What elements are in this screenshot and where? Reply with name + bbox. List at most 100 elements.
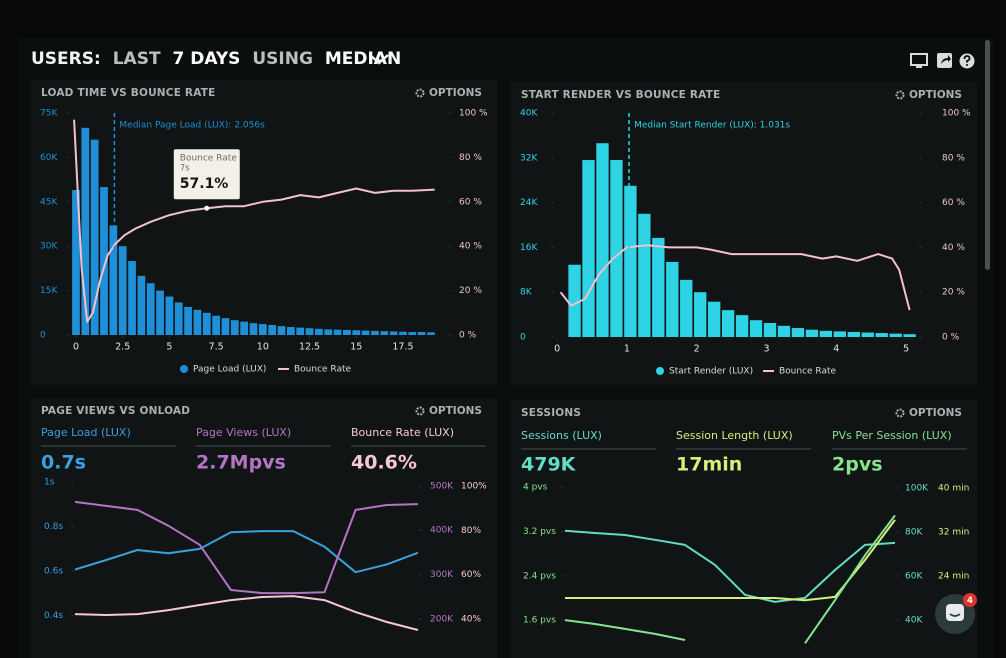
share-arrow bbox=[941, 55, 951, 64]
histogram-bar bbox=[184, 306, 192, 335]
options-label: OPTIONS bbox=[429, 87, 482, 99]
gear-icon bbox=[415, 88, 425, 98]
panel: START RENDER VS BOUNCE RATE OPTIONS 0 8K 16K… bbox=[510, 82, 977, 385]
y-tick-label: 0.8s bbox=[44, 522, 63, 532]
plot-area bbox=[559, 143, 916, 337]
chat-icon bbox=[946, 604, 964, 621]
y-tick-label: 100K bbox=[905, 483, 929, 493]
histogram-bar bbox=[638, 213, 651, 337]
legend-label: Bounce Rate bbox=[779, 367, 837, 377]
y-tick-label: 100 % bbox=[942, 109, 971, 119]
y-tick-label: 80K bbox=[905, 527, 923, 537]
scrollbar[interactable] bbox=[985, 40, 990, 270]
histogram-bar bbox=[72, 189, 80, 335]
histogram-bar bbox=[819, 330, 833, 337]
histogram-bar bbox=[749, 320, 763, 337]
monitor-screen bbox=[910, 53, 928, 66]
metric-value: 479K bbox=[521, 454, 577, 476]
histogram-bar bbox=[417, 332, 426, 335]
options-button[interactable]: OPTIONS bbox=[895, 89, 962, 101]
tooltip-title: Bounce Rate bbox=[180, 154, 238, 164]
series-line bbox=[564, 529, 896, 603]
histogram-bar bbox=[763, 323, 777, 337]
metric-label: Session Length (LUX) bbox=[676, 429, 793, 442]
options-label: OPTIONS bbox=[909, 407, 962, 419]
histogram-bar bbox=[258, 324, 267, 335]
x-tick-label: 0 bbox=[73, 342, 79, 353]
y-tick-label: 60K bbox=[40, 153, 58, 163]
help-icon[interactable] bbox=[959, 53, 975, 69]
legend-swatch bbox=[656, 367, 664, 375]
monitor-icon[interactable] bbox=[910, 53, 928, 68]
options-button[interactable]: OPTIONS bbox=[415, 87, 482, 99]
histogram-bar bbox=[212, 315, 220, 335]
legend-label: Start Render (LUX) bbox=[669, 367, 753, 377]
y-tick-label: 100 % bbox=[459, 109, 488, 119]
histogram-bar bbox=[100, 187, 108, 335]
histogram-bar bbox=[777, 325, 791, 337]
histogram-bar bbox=[371, 330, 379, 335]
legend-label: Bounce Rate bbox=[294, 365, 352, 375]
histogram-bar bbox=[389, 331, 398, 335]
chat-widget[interactable]: 4 bbox=[935, 593, 977, 634]
y-tick-label: 32K bbox=[520, 153, 538, 163]
tooltip-value: 57.1% bbox=[180, 176, 229, 192]
panel: PAGE VIEWS VS ONLOAD OPTIONS 1s 0.8s 0.6s 0.4… bbox=[30, 398, 497, 658]
panel: SESSIONS OPTIONS 4 pvs 3.2 pvs 2.4 pvs 1.6 pv… bbox=[510, 400, 977, 658]
y-tick-label: 15K bbox=[40, 286, 58, 296]
histogram-bar bbox=[568, 264, 581, 337]
panel-bg bbox=[510, 400, 977, 658]
panel: LOAD TIME VS BOUNCE RATE OPTIONS 0 15K 30K 45… bbox=[30, 80, 497, 385]
histogram-bar bbox=[707, 301, 721, 337]
x-tick-label: 17.5 bbox=[392, 342, 413, 353]
histogram-bar bbox=[324, 329, 333, 335]
metric-label: Sessions (LUX) bbox=[521, 429, 602, 442]
median-label: Median Start Render (LUX): 1.031s bbox=[634, 121, 790, 131]
y-tick-label: 300K bbox=[430, 570, 454, 580]
y-tick-label: 400K bbox=[430, 526, 454, 536]
series-line bbox=[74, 595, 419, 631]
histogram-bar bbox=[875, 333, 888, 337]
histogram-bar bbox=[361, 330, 370, 335]
y-tick-label: 80 % bbox=[942, 153, 965, 163]
title-part: USERS: bbox=[31, 49, 101, 69]
y-tick-label: 500K bbox=[430, 481, 454, 491]
x-tick-label: 15 bbox=[350, 342, 362, 353]
panel-title: PAGE VIEWS VS ONLOAD bbox=[41, 405, 190, 417]
metric-value: 40.6% bbox=[351, 452, 417, 474]
histogram-bar bbox=[193, 309, 202, 335]
histogram-bar bbox=[380, 331, 389, 335]
y-tick-label: 40K bbox=[905, 615, 923, 625]
plot-area bbox=[72, 119, 435, 335]
x-tick-label: 2.5 bbox=[115, 342, 130, 353]
y-tick-label: 8K bbox=[520, 288, 533, 298]
y-tick-label: 24K bbox=[520, 198, 538, 208]
options-button[interactable]: OPTIONS bbox=[895, 407, 962, 419]
y-tick-label: 32 min bbox=[938, 527, 969, 537]
share-icon[interactable] bbox=[937, 53, 952, 68]
x-tick-label: 0 bbox=[554, 344, 560, 355]
histogram-bar bbox=[847, 331, 860, 337]
x-tick-label: 4 bbox=[833, 344, 839, 355]
histogram-bar bbox=[296, 327, 305, 335]
histogram-bar bbox=[805, 329, 819, 337]
histogram-bar bbox=[596, 143, 609, 337]
title-part: 7 DAYS bbox=[172, 49, 240, 69]
y-tick-label: 60K bbox=[905, 571, 923, 581]
metric-value: 17min bbox=[676, 454, 742, 476]
y-tick-label: 80% bbox=[461, 526, 481, 536]
histogram-bar bbox=[174, 302, 183, 335]
histogram-bar bbox=[221, 318, 230, 335]
median-label: Median Page Load (LUX): 2.056s bbox=[119, 121, 265, 131]
gear-icon bbox=[895, 408, 905, 418]
y-tick-label: 0 % bbox=[459, 331, 477, 341]
histogram-bar bbox=[81, 127, 90, 335]
histogram-bar bbox=[202, 312, 211, 335]
options-button[interactable]: OPTIONS bbox=[415, 405, 482, 417]
dropdown-chevron[interactable] bbox=[369, 54, 389, 65]
histogram-bar bbox=[582, 160, 595, 337]
histogram-bar bbox=[721, 310, 735, 337]
histogram-bar bbox=[427, 332, 435, 335]
y-tick-label: 45K bbox=[40, 197, 58, 207]
